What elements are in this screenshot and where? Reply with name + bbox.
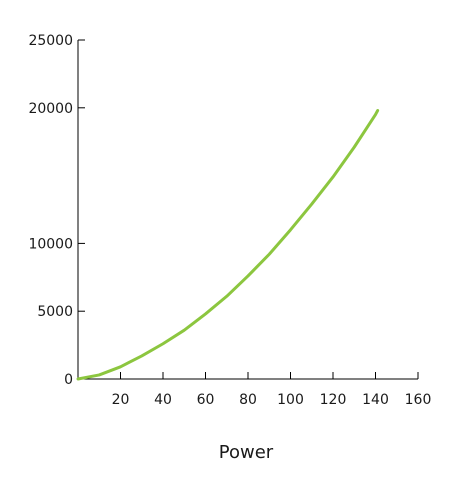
x-tick-label: 80 <box>239 392 257 408</box>
x-axis-ticks: 20 40 60 80 100 120 140 160 <box>112 372 432 408</box>
x-tick-label: 120 <box>320 392 347 408</box>
x-tick-label: 140 <box>362 392 389 408</box>
axes <box>77 40 418 380</box>
y-tick-label: 25000 <box>28 33 73 49</box>
series-line-0 <box>76 109 380 381</box>
series-group <box>76 109 380 381</box>
x-tick-label: 100 <box>277 392 304 408</box>
y-tick-label: 20000 <box>28 101 73 117</box>
x-tick-label: 40 <box>154 392 172 408</box>
x-axis-title: Power <box>219 442 274 463</box>
y-tick-label: 10000 <box>28 236 73 252</box>
y-tick-label: 5000 <box>37 304 73 320</box>
y-axis-ticks: 0 5000 10000 20000 25000 <box>28 33 85 388</box>
y-tick-label: 0 <box>64 372 73 388</box>
x-tick-label: 160 <box>405 392 432 408</box>
x-tick-label: 20 <box>112 392 130 408</box>
x-tick-label: 60 <box>197 392 215 408</box>
